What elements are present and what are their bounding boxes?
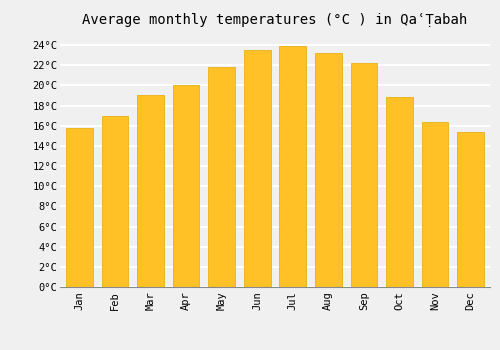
Bar: [208, 67, 235, 287]
Bar: [173, 85, 200, 287]
Bar: [315, 53, 342, 287]
Bar: [386, 98, 412, 287]
Title: Average monthly temperatures (°C ) in QaʿṬabah: Average monthly temperatures (°C ) in Qa…: [82, 13, 468, 27]
Bar: [138, 96, 164, 287]
Bar: [244, 50, 270, 287]
Bar: [422, 122, 448, 287]
Bar: [102, 116, 128, 287]
Bar: [280, 46, 306, 287]
Bar: [457, 132, 484, 287]
Bar: [66, 128, 93, 287]
Bar: [350, 63, 377, 287]
